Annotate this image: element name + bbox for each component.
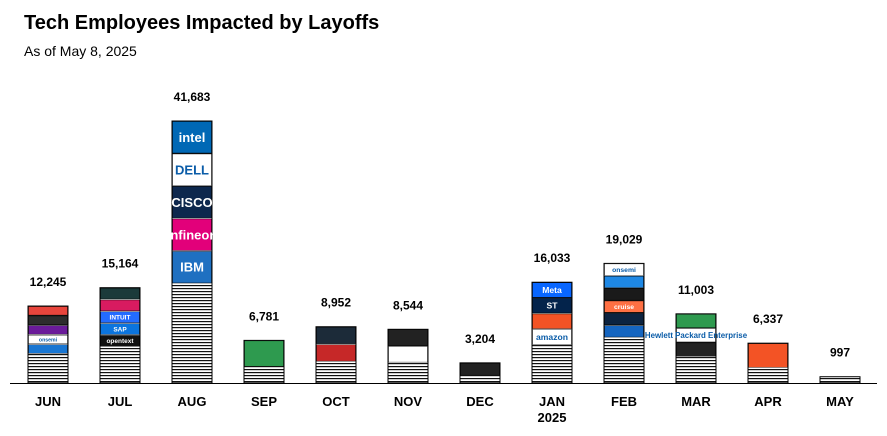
logo-text: amazon	[536, 332, 568, 342]
x-tick-label: FEB	[611, 394, 637, 409]
value-label: 19,029	[606, 232, 643, 246]
logo-stripe	[748, 343, 788, 368]
x-tick-label: JUN	[35, 394, 61, 409]
logo-stripe	[172, 121, 212, 154]
logo-stripe	[244, 340, 284, 367]
logo-stripe	[604, 276, 644, 288]
logo-text: Meta	[542, 285, 562, 295]
value-label: 6,337	[753, 312, 783, 326]
logo-stripe	[532, 282, 572, 298]
x-tick-label: SEP	[251, 394, 277, 409]
logo-stripe	[604, 325, 644, 338]
logo-stripe	[28, 325, 68, 335]
logo-stripe	[172, 251, 212, 284]
logo-stripe	[100, 323, 140, 335]
x-tick-label: APR	[754, 394, 782, 409]
logo-stripe	[532, 329, 572, 345]
value-label: 11,003	[678, 283, 714, 297]
logo-stripe	[100, 299, 140, 312]
logo-text: Hewlett Packard Enterprise	[645, 331, 748, 340]
logo-stripe	[388, 329, 428, 346]
logo-text: onsemi	[612, 267, 636, 274]
logo-text: intel	[179, 130, 206, 145]
x-tick-label: DEC	[466, 394, 494, 409]
x-tick-label: JUL	[108, 394, 133, 409]
logo-text: cruise	[614, 304, 634, 311]
logo-text: DELL	[175, 162, 209, 177]
value-label: 3,204	[465, 332, 495, 346]
value-label: 997	[830, 346, 850, 360]
logo-text: infineon	[167, 227, 218, 242]
chart-title: Tech Employees Impacted by Layoffs	[24, 12, 380, 34]
logo-stripe	[172, 153, 212, 186]
x-tick-label: MAR	[681, 394, 711, 409]
x-tick-label: MAY	[826, 394, 854, 409]
logo-stripe	[676, 342, 716, 357]
logo-stripe	[28, 315, 68, 325]
logo-text: SAP	[113, 326, 127, 333]
logo-stripe	[532, 313, 572, 329]
value-label: 8,544	[393, 298, 423, 312]
logo-stripe	[604, 263, 644, 276]
logo-stripe	[604, 313, 644, 325]
logo-text: INTUIT	[110, 315, 131, 322]
value-label: 16,033	[534, 251, 571, 265]
value-label: 6,781	[249, 309, 279, 323]
logo-stripe	[172, 186, 212, 219]
logo-stripe	[100, 335, 140, 347]
value-label: 12,245	[30, 275, 67, 289]
value-label: 41,683	[174, 90, 211, 104]
logo-stripe	[460, 363, 500, 376]
logo-stripe	[388, 346, 428, 363]
logo-stripe	[604, 288, 644, 301]
logo-stripe	[676, 328, 716, 343]
value-label: 15,164	[102, 257, 139, 271]
logo-text: opentext	[106, 338, 134, 345]
x-tick-label: JAN 2025	[538, 394, 567, 425]
logo-stripe	[100, 311, 140, 323]
logo-stripe	[676, 314, 716, 328]
logo-text: ST	[547, 301, 559, 311]
logo-stripe	[316, 344, 356, 362]
chart-subtitle: As of May 8, 2025	[24, 43, 137, 59]
logo-stripe	[100, 287, 140, 300]
logo-stripe	[172, 218, 212, 251]
logo-stripe	[28, 306, 68, 316]
logo-stripe	[316, 327, 356, 344]
logo-text: IBM	[180, 260, 204, 275]
logo-stripe	[28, 344, 68, 354]
logo-text: onsemi	[39, 337, 58, 343]
x-tick-label: NOV	[394, 394, 423, 409]
logo-stripe	[28, 334, 68, 344]
bar	[819, 376, 861, 384]
x-tick-label: OCT	[322, 394, 350, 409]
x-tick-label: AUG	[178, 394, 207, 409]
logo-stripe	[604, 300, 644, 313]
value-label: 8,952	[321, 296, 351, 310]
logo-stripe	[532, 298, 572, 314]
logo-text: CISCO	[171, 195, 212, 210]
